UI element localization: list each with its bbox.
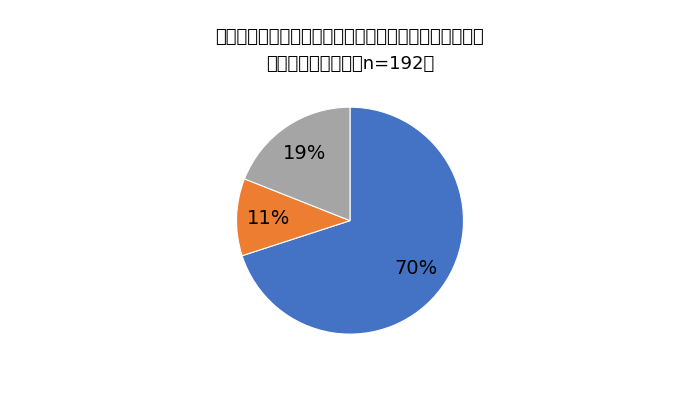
Wedge shape: [237, 179, 350, 256]
Wedge shape: [244, 107, 350, 221]
Text: 11%: 11%: [246, 208, 290, 228]
Legend: はい、増えました, いいえ、減りました, 変わりません: はい、増えました, いいえ、減りました, 変わりません: [179, 390, 521, 394]
Text: 70%: 70%: [395, 259, 438, 278]
Text: えたでしょうか？（n=192）: えたでしょうか？（n=192）: [266, 55, 434, 73]
Text: リモートワークになる以前に比べて座っている時間は増: リモートワークになる以前に比べて座っている時間は増: [216, 28, 484, 46]
Wedge shape: [242, 107, 463, 334]
Text: 19%: 19%: [282, 143, 326, 163]
